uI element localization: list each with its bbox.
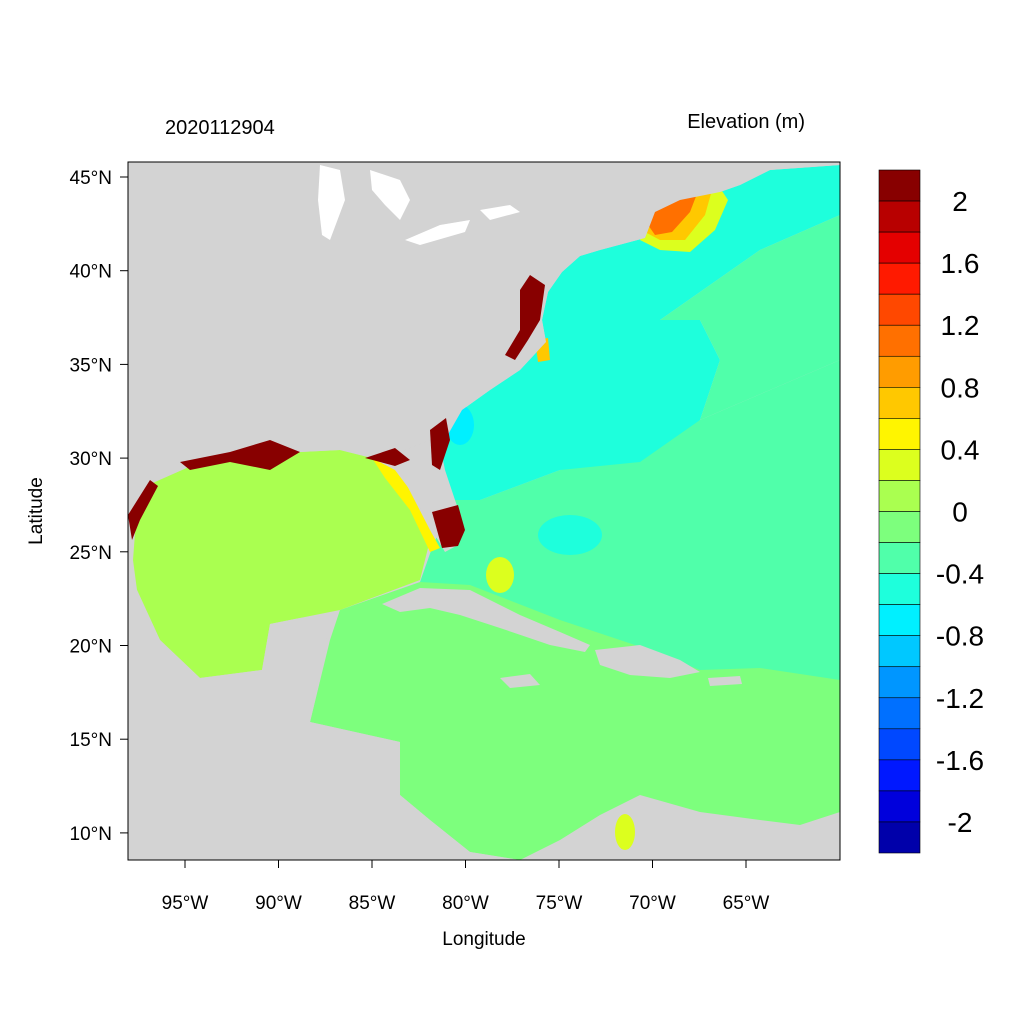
cyan-eddy (538, 515, 602, 555)
x-axis-label: Longitude (442, 929, 525, 950)
colorbar-bin (878, 542, 921, 574)
colorbar-bin (878, 511, 921, 543)
y-tick-label: 35°N (70, 355, 112, 376)
land-hispaniola (595, 645, 700, 678)
big-bend-surge (365, 448, 410, 466)
y-axis: 45°N 40°N 35°N 30°N 25°N 20°N 15°N 10°N (70, 168, 128, 845)
y-tick-label: 45°N (70, 168, 112, 189)
colorbar-bin (878, 324, 921, 357)
colorbar-bin (878, 697, 921, 730)
colorbar-label: -1.2 (936, 683, 984, 714)
atlantic-north (440, 165, 840, 500)
colorbar-label: -2 (948, 807, 973, 838)
georgia-surge (430, 418, 450, 470)
y-tick-label: 20°N (70, 637, 112, 658)
colorbar-label: -0.8 (936, 621, 984, 652)
land-cuba (382, 588, 590, 652)
colorbar-bin (878, 387, 921, 419)
x-axis: 95°W 90°W 85°W 80°W 75°W 70°W 65°W (162, 860, 770, 914)
x-tick-label: 80°W (442, 893, 489, 914)
colorbar-bin (878, 604, 921, 636)
bahamas-surge (486, 557, 514, 593)
atlantic-south-patch (660, 215, 840, 420)
lake-michigan (318, 165, 345, 240)
texas-surge (128, 480, 158, 540)
colorbar-bin (878, 231, 921, 264)
colorbar-bin (878, 635, 921, 668)
colorbar-label: 0.8 (941, 372, 980, 403)
x-tick-label: 85°W (349, 893, 396, 914)
colorbar-label: -0.4 (936, 559, 984, 590)
x-tick-label: 95°W (162, 893, 209, 914)
x-tick-label: 90°W (255, 893, 302, 914)
land-central-america (128, 590, 520, 860)
y-tick-label: 40°N (70, 262, 112, 283)
date-title: 2020112904 (165, 117, 275, 139)
colorbar-bin (878, 169, 921, 202)
x-tick-label: 70°W (629, 893, 676, 914)
colorbar-bin (878, 728, 921, 761)
gulf-of-mexico (133, 450, 430, 678)
land-us-south (128, 162, 840, 520)
colorbar-label: 1.2 (941, 310, 980, 341)
colorbar-bin (878, 293, 921, 326)
colorbar-bin (878, 790, 921, 823)
lake-erie (405, 220, 470, 245)
map-area (128, 162, 840, 860)
y-tick-label: 15°N (70, 730, 112, 751)
y-tick-label: 10°N (70, 824, 112, 845)
colorbar-label: 1.6 (941, 248, 980, 279)
colorbar-label: 0.4 (941, 434, 980, 465)
florida-surge (432, 505, 465, 548)
colorbar-label: -1.6 (936, 745, 984, 776)
colorbar-bin (878, 573, 921, 605)
colorbar-bin (878, 449, 921, 481)
louisiana-surge (180, 440, 300, 470)
y-axis-label: Latitude (26, 477, 47, 545)
colorbar-bin (878, 355, 921, 388)
lake-ontario (480, 205, 520, 220)
y-tick-label: 30°N (70, 449, 112, 470)
lake-huron (370, 170, 410, 220)
colorbar-label: 2 (952, 186, 968, 217)
colorbar-bin (878, 821, 921, 854)
plot-frame (127, 161, 841, 861)
west-florida-surge (372, 458, 440, 552)
colorbar-bin (878, 418, 921, 450)
land-puerto-rico (708, 676, 742, 686)
colorbar-bin (878, 666, 921, 699)
atlantic-south (420, 360, 840, 680)
variable-title: Elevation (m) (687, 111, 805, 133)
land-south-america (520, 795, 840, 860)
land-jamaica (500, 674, 540, 688)
colorbar-bin (878, 759, 921, 792)
colorbar-bin (878, 200, 921, 233)
x-tick-label: 75°W (536, 893, 583, 914)
colorbar-bin (878, 480, 921, 512)
maracaibo-lake (615, 814, 635, 850)
colorbar-bin (878, 262, 921, 295)
y-tick-label: 25°N (70, 543, 112, 564)
colorbar: 2 1.6 1.2 0.8 0.4 0 -0.4 -0.8 -1.2 -1.6 -2 (878, 169, 984, 854)
x-tick-label: 65°W (723, 893, 770, 914)
carolina-surge (505, 275, 545, 360)
colorbar-label: 0 (952, 497, 968, 528)
